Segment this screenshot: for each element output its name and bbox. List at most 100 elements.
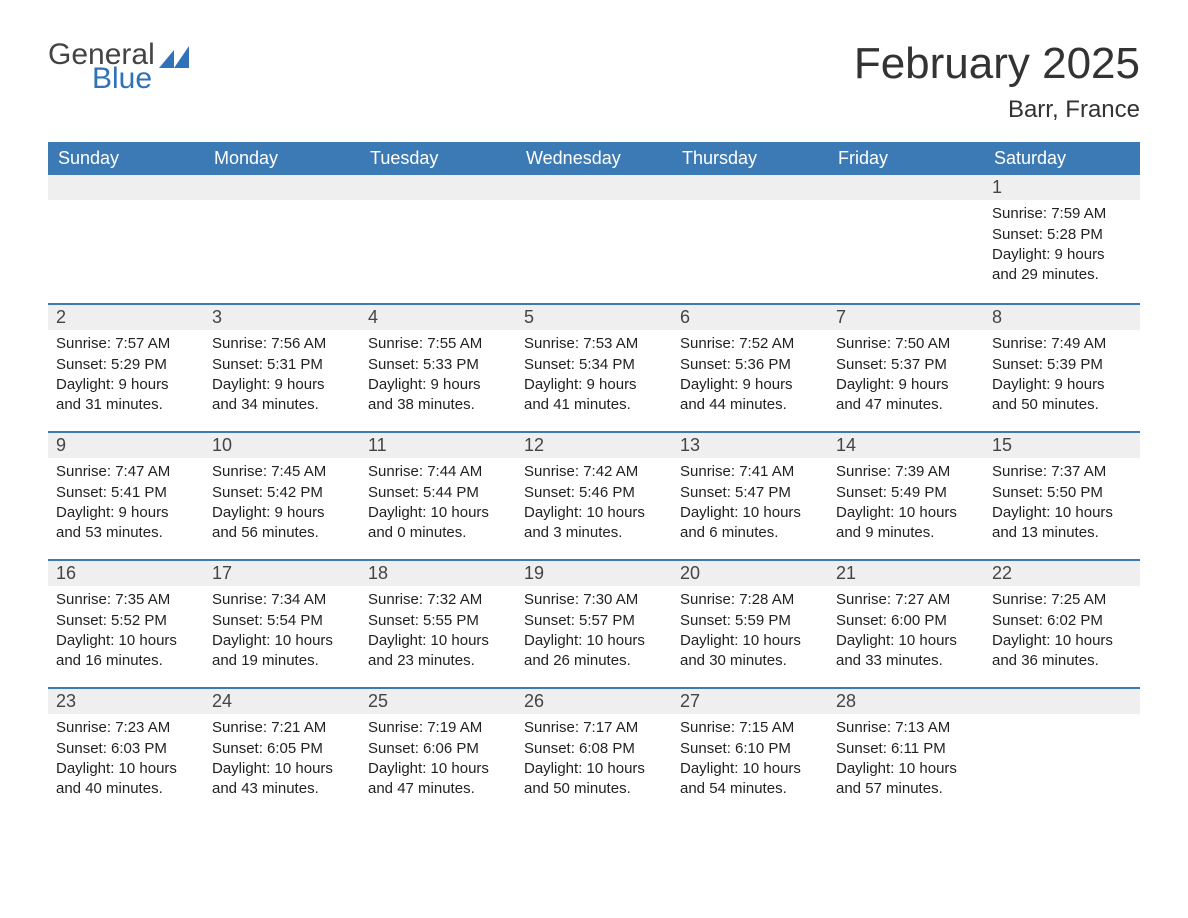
calendar-empty-cell [360,175,516,303]
daylight-line: Daylight: 10 hours and 40 minutes. [56,759,196,800]
day-number: 2 [48,303,204,330]
daylight-line: Daylight: 10 hours and 30 minutes. [680,631,820,672]
day-number: 20 [672,559,828,586]
day-number: 11 [360,431,516,458]
calendar-day-cell: 5Sunrise: 7:53 AMSunset: 5:34 PMDaylight… [516,303,672,431]
daylight-line: Daylight: 10 hours and 57 minutes. [836,759,976,800]
logo-flag-icon [159,46,189,68]
sunrise-line: Sunrise: 7:17 AM [524,718,664,738]
day-header: Saturday [984,142,1140,175]
sunrise-line: Sunrise: 7:57 AM [56,334,196,354]
daylight-line: Daylight: 10 hours and 47 minutes. [368,759,508,800]
day-details: Sunrise: 7:53 AMSunset: 5:34 PMDaylight:… [516,330,672,423]
day-number: 22 [984,559,1140,586]
daylight-line: Daylight: 9 hours and 53 minutes. [56,503,196,544]
day-details: Sunrise: 7:23 AMSunset: 6:03 PMDaylight:… [48,714,204,807]
day-details: Sunrise: 7:34 AMSunset: 5:54 PMDaylight:… [204,586,360,679]
sunset-line: Sunset: 6:11 PM [836,739,976,759]
daylight-line: Daylight: 9 hours and 38 minutes. [368,375,508,416]
sunset-line: Sunset: 5:37 PM [836,355,976,375]
day-details: Sunrise: 7:13 AMSunset: 6:11 PMDaylight:… [828,714,984,807]
empty-daynum-strip [516,175,672,200]
calendar-day-cell: 24Sunrise: 7:21 AMSunset: 6:05 PMDayligh… [204,687,360,815]
calendar-day-cell: 4Sunrise: 7:55 AMSunset: 5:33 PMDaylight… [360,303,516,431]
calendar-day-cell: 28Sunrise: 7:13 AMSunset: 6:11 PMDayligh… [828,687,984,815]
day-number: 9 [48,431,204,458]
day-details: Sunrise: 7:30 AMSunset: 5:57 PMDaylight:… [516,586,672,679]
day-details: Sunrise: 7:39 AMSunset: 5:49 PMDaylight:… [828,458,984,551]
day-number: 3 [204,303,360,330]
calendar-day-cell: 6Sunrise: 7:52 AMSunset: 5:36 PMDaylight… [672,303,828,431]
calendar-empty-cell [672,175,828,303]
sunrise-line: Sunrise: 7:49 AM [992,334,1132,354]
sunset-line: Sunset: 6:03 PM [56,739,196,759]
day-number: 15 [984,431,1140,458]
calendar-day-cell: 23Sunrise: 7:23 AMSunset: 6:03 PMDayligh… [48,687,204,815]
calendar-day-cell: 1Sunrise: 7:59 AMSunset: 5:28 PMDaylight… [984,175,1140,303]
month-title: February 2025 [854,40,1140,88]
day-details: Sunrise: 7:17 AMSunset: 6:08 PMDaylight:… [516,714,672,807]
empty-daynum-strip [204,175,360,200]
calendar-day-cell: 25Sunrise: 7:19 AMSunset: 6:06 PMDayligh… [360,687,516,815]
sunrise-line: Sunrise: 7:42 AM [524,462,664,482]
day-details: Sunrise: 7:50 AMSunset: 5:37 PMDaylight:… [828,330,984,423]
sunset-line: Sunset: 5:49 PM [836,483,976,503]
calendar-day-cell: 18Sunrise: 7:32 AMSunset: 5:55 PMDayligh… [360,559,516,687]
sunrise-line: Sunrise: 7:52 AM [680,334,820,354]
calendar-header-row: SundayMondayTuesdayWednesdayThursdayFrid… [48,142,1140,175]
sunset-line: Sunset: 5:41 PM [56,483,196,503]
day-number: 7 [828,303,984,330]
daylight-line: Daylight: 10 hours and 43 minutes. [212,759,352,800]
daylight-line: Daylight: 10 hours and 13 minutes. [992,503,1132,544]
daylight-line: Daylight: 10 hours and 54 minutes. [680,759,820,800]
sunset-line: Sunset: 5:55 PM [368,611,508,631]
calendar-day-cell: 8Sunrise: 7:49 AMSunset: 5:39 PMDaylight… [984,303,1140,431]
calendar-day-cell: 7Sunrise: 7:50 AMSunset: 5:37 PMDaylight… [828,303,984,431]
calendar-day-cell: 16Sunrise: 7:35 AMSunset: 5:52 PMDayligh… [48,559,204,687]
calendar-empty-cell [984,687,1140,815]
daylight-line: Daylight: 10 hours and 19 minutes. [212,631,352,672]
sunrise-line: Sunrise: 7:30 AM [524,590,664,610]
empty-daynum-strip [360,175,516,200]
day-number: 24 [204,687,360,714]
daylight-line: Daylight: 9 hours and 50 minutes. [992,375,1132,416]
sunset-line: Sunset: 6:06 PM [368,739,508,759]
day-details: Sunrise: 7:57 AMSunset: 5:29 PMDaylight:… [48,330,204,423]
day-header: Monday [204,142,360,175]
day-header: Tuesday [360,142,516,175]
day-details: Sunrise: 7:55 AMSunset: 5:33 PMDaylight:… [360,330,516,423]
day-details: Sunrise: 7:47 AMSunset: 5:41 PMDaylight:… [48,458,204,551]
day-number: 10 [204,431,360,458]
daylight-line: Daylight: 9 hours and 56 minutes. [212,503,352,544]
daylight-line: Daylight: 10 hours and 6 minutes. [680,503,820,544]
daylight-line: Daylight: 9 hours and 47 minutes. [836,375,976,416]
sunrise-line: Sunrise: 7:34 AM [212,590,352,610]
day-number: 14 [828,431,984,458]
day-details: Sunrise: 7:49 AMSunset: 5:39 PMDaylight:… [984,330,1140,423]
daylight-line: Daylight: 9 hours and 29 minutes. [992,245,1132,286]
sunset-line: Sunset: 5:59 PM [680,611,820,631]
day-details: Sunrise: 7:32 AMSunset: 5:55 PMDaylight:… [360,586,516,679]
daylight-line: Daylight: 10 hours and 33 minutes. [836,631,976,672]
sunset-line: Sunset: 6:10 PM [680,739,820,759]
calendar-day-cell: 11Sunrise: 7:44 AMSunset: 5:44 PMDayligh… [360,431,516,559]
calendar-week-row: 2Sunrise: 7:57 AMSunset: 5:29 PMDaylight… [48,303,1140,431]
sunrise-line: Sunrise: 7:45 AM [212,462,352,482]
daylight-line: Daylight: 9 hours and 31 minutes. [56,375,196,416]
day-number: 4 [360,303,516,330]
calendar-empty-cell [48,175,204,303]
calendar-week-row: 23Sunrise: 7:23 AMSunset: 6:03 PMDayligh… [48,687,1140,815]
sunset-line: Sunset: 6:08 PM [524,739,664,759]
day-details: Sunrise: 7:45 AMSunset: 5:42 PMDaylight:… [204,458,360,551]
calendar-day-cell: 10Sunrise: 7:45 AMSunset: 5:42 PMDayligh… [204,431,360,559]
day-details: Sunrise: 7:28 AMSunset: 5:59 PMDaylight:… [672,586,828,679]
sunrise-line: Sunrise: 7:27 AM [836,590,976,610]
day-number: 6 [672,303,828,330]
page-header: General Blue February 2025 Barr, France [48,40,1140,134]
sunset-line: Sunset: 5:31 PM [212,355,352,375]
day-number: 26 [516,687,672,714]
day-details: Sunrise: 7:25 AMSunset: 6:02 PMDaylight:… [984,586,1140,679]
day-number: 1 [984,175,1140,200]
sunrise-line: Sunrise: 7:13 AM [836,718,976,738]
sunrise-line: Sunrise: 7:47 AM [56,462,196,482]
